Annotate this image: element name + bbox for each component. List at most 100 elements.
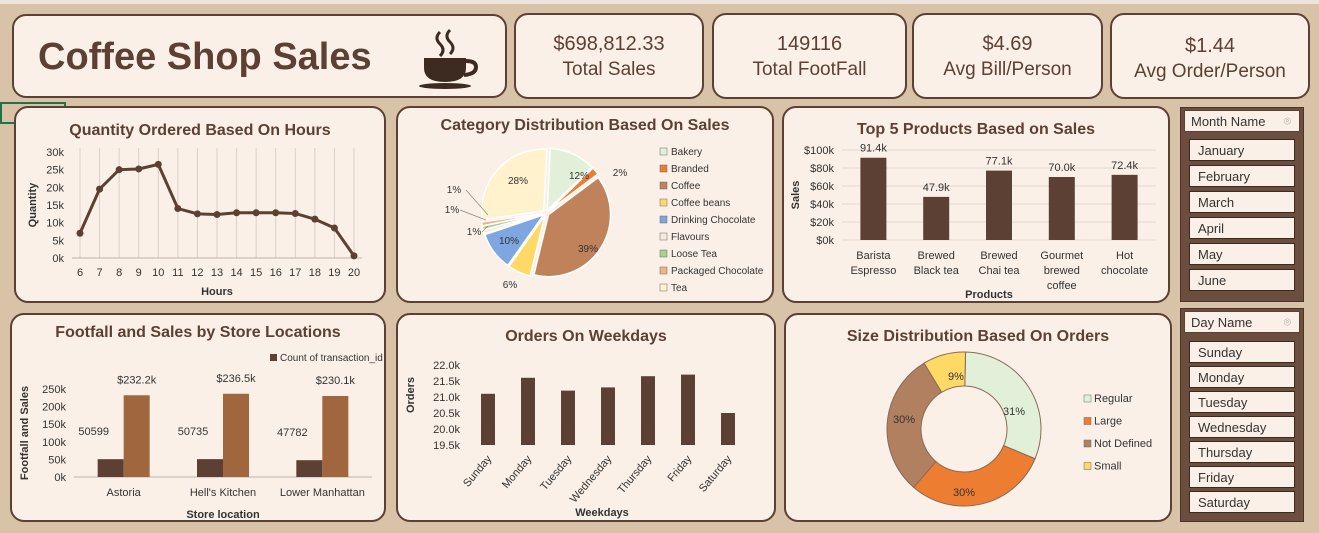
kpi-total-sales: $698,812.33 Total Sales	[514, 13, 704, 99]
x-tick-label: Sunday	[461, 453, 494, 490]
legend-label: Tea	[671, 283, 688, 294]
slicer-item-march[interactable]: March	[1189, 191, 1295, 213]
x-tick-label: 14	[230, 267, 242, 279]
chart-quantity-hours: Quantity Ordered Based On Hours 0k 5k 10k 1…	[14, 106, 386, 303]
data-point	[330, 224, 338, 232]
slicer-item-sunday[interactable]: Sunday	[1189, 341, 1295, 363]
x-tick-label: brewed	[1044, 265, 1080, 277]
chart-title: Top 5 Products Based on Sales	[857, 121, 1095, 138]
bar	[296, 460, 323, 477]
data-label: 47.9k	[923, 182, 950, 194]
data-label: 91.4k	[860, 143, 887, 155]
legend-label: Flavours	[671, 232, 709, 243]
kpi-avg-order: $1.44 Avg Order/Person	[1110, 13, 1310, 99]
bar-chart: 19.5k 20.0k 20.5k 21.0k 21.5k 22.0k Sunday Mond…	[405, 360, 735, 519]
data-point	[154, 160, 162, 168]
legend-swatch	[659, 283, 668, 292]
chart-store-locations: Footfall and Sales by Store Locations 0k…	[10, 313, 386, 522]
slicer-item-friday[interactable]: Friday	[1189, 466, 1295, 488]
y-tick-label: 20k	[46, 182, 64, 194]
slicer-item-wednesday[interactable]: Wednesday	[1189, 416, 1295, 438]
clear-filter-icon[interactable]: ⌾	[1283, 114, 1291, 128]
slicer-item-tuesday[interactable]: Tuesday	[1189, 391, 1295, 413]
grouped-bar-chart: 0k 50k 100k 150k 200k 250k 50599 $232.2k Astoria…	[19, 353, 383, 520]
clear-filter-icon[interactable]: ⌾	[1283, 315, 1291, 329]
chart-size-distribution: Size Distribution Based On Orders 31% 30%…	[784, 313, 1172, 522]
sheet-top-strip	[0, 0, 1319, 4]
x-tick-label: 15	[250, 267, 262, 279]
kpi-value: $4.69	[982, 33, 1033, 55]
slicer-item-june[interactable]: June	[1189, 269, 1295, 291]
legend-label: Drinking Chocolate	[671, 215, 756, 226]
y-tick-label: 21.5k	[433, 376, 460, 388]
slicer-item-may[interactable]: May	[1189, 243, 1295, 265]
x-tick-label: 6	[77, 267, 83, 279]
y-tick-label: 100k	[42, 437, 66, 449]
pie-slice	[480, 212, 544, 227]
bar	[986, 170, 1012, 240]
data-point	[311, 215, 319, 223]
y-tick-label: 0k	[54, 472, 66, 484]
bar	[561, 390, 575, 445]
bar	[681, 374, 695, 445]
x-axis-title: Weekdays	[575, 507, 629, 519]
day-slicer: Day Name ⌾ Sunday Monday Tuesday Wednesd…	[1180, 308, 1304, 522]
x-tick-label: 17	[289, 267, 301, 279]
legend-label: Branded	[671, 164, 709, 175]
x-tick-label: Wednesday	[568, 453, 615, 505]
bar	[197, 459, 223, 477]
y-axis-title: Footfall and Sales	[19, 386, 31, 480]
x-tick-label: Gourmet	[1040, 250, 1083, 262]
legend-swatch	[659, 266, 668, 275]
legend-label: Large	[1094, 416, 1122, 428]
kpi-label: Total FootFall	[752, 59, 867, 80]
legend-swatch	[659, 181, 668, 190]
legend-swatch	[659, 215, 668, 224]
x-tick-label: Hell's Kitchen	[190, 487, 256, 499]
slicer-item-monday[interactable]: Monday	[1189, 366, 1295, 388]
y-tick-label: 5k	[52, 235, 64, 247]
data-label: $230.1k	[316, 375, 356, 387]
y-tick-label: 21.0k	[433, 392, 460, 404]
chart-category-distribution: Category Distribution Based On Sales 12%…	[396, 106, 774, 303]
legend-swatch	[659, 232, 668, 241]
title-card: Coffee Shop Sales	[12, 14, 507, 98]
data-point	[233, 209, 241, 217]
leader-line	[481, 225, 489, 233]
y-tick-label: 150k	[42, 419, 66, 431]
bar	[322, 396, 349, 477]
x-tick-label: 18	[309, 267, 321, 279]
data-label: $236.5k	[216, 373, 256, 385]
legend-swatch	[1083, 417, 1092, 425]
slicer-item-april[interactable]: April	[1189, 217, 1295, 239]
slicer-item-february[interactable]: February	[1189, 165, 1295, 187]
chart-title: Size Distribution Based On Orders	[846, 328, 1110, 345]
data-label: 1%	[447, 185, 462, 196]
pie-chart: 12% 2% 39% 6% 10% 1% 1% 1% 28% Bakery Branded Coffe…	[445, 147, 764, 294]
bar-chart: $0k $20k $40k $60k $80k $100k 91.4k Barista Espr…	[790, 143, 1156, 301]
x-tick-label: 19	[328, 267, 340, 279]
legend-swatch	[659, 164, 668, 173]
bar	[223, 393, 249, 477]
x-tick-label: 13	[211, 267, 223, 279]
bar	[601, 387, 615, 445]
chart-top-products: Top 5 Products Based on Sales $0k $20k $40…	[782, 106, 1170, 303]
kpi-avg-bill: $4.69 Avg Bill/Person	[912, 13, 1103, 99]
donut-slice	[923, 351, 967, 393]
data-label: 2%	[613, 168, 628, 179]
month-slicer-header: Month Name ⌾	[1184, 110, 1300, 132]
data-label: 28%	[508, 176, 528, 187]
y-tick-label: 22.0k	[433, 360, 460, 372]
y-axis-title: Orders	[405, 377, 417, 413]
bar	[1048, 177, 1075, 240]
slicer-item-saturday[interactable]: Saturday	[1189, 491, 1295, 513]
slicer-item-january[interactable]: January	[1189, 139, 1295, 161]
kpi-label: Avg Order/Person	[1134, 61, 1286, 82]
line-chart: 0k 5k 10k 15k 20k 25k 30k 6 7 8 9 10 11 12 13 14 15 16 17 1…	[27, 147, 362, 298]
slicer-item-thursday[interactable]: Thursday	[1189, 441, 1295, 463]
donut-slice	[913, 444, 1036, 507]
pie-slice	[483, 213, 546, 267]
y-tick-label: 0k	[52, 253, 64, 265]
bar	[123, 395, 150, 477]
chart-title: Category Distribution Based On Sales	[440, 117, 730, 134]
